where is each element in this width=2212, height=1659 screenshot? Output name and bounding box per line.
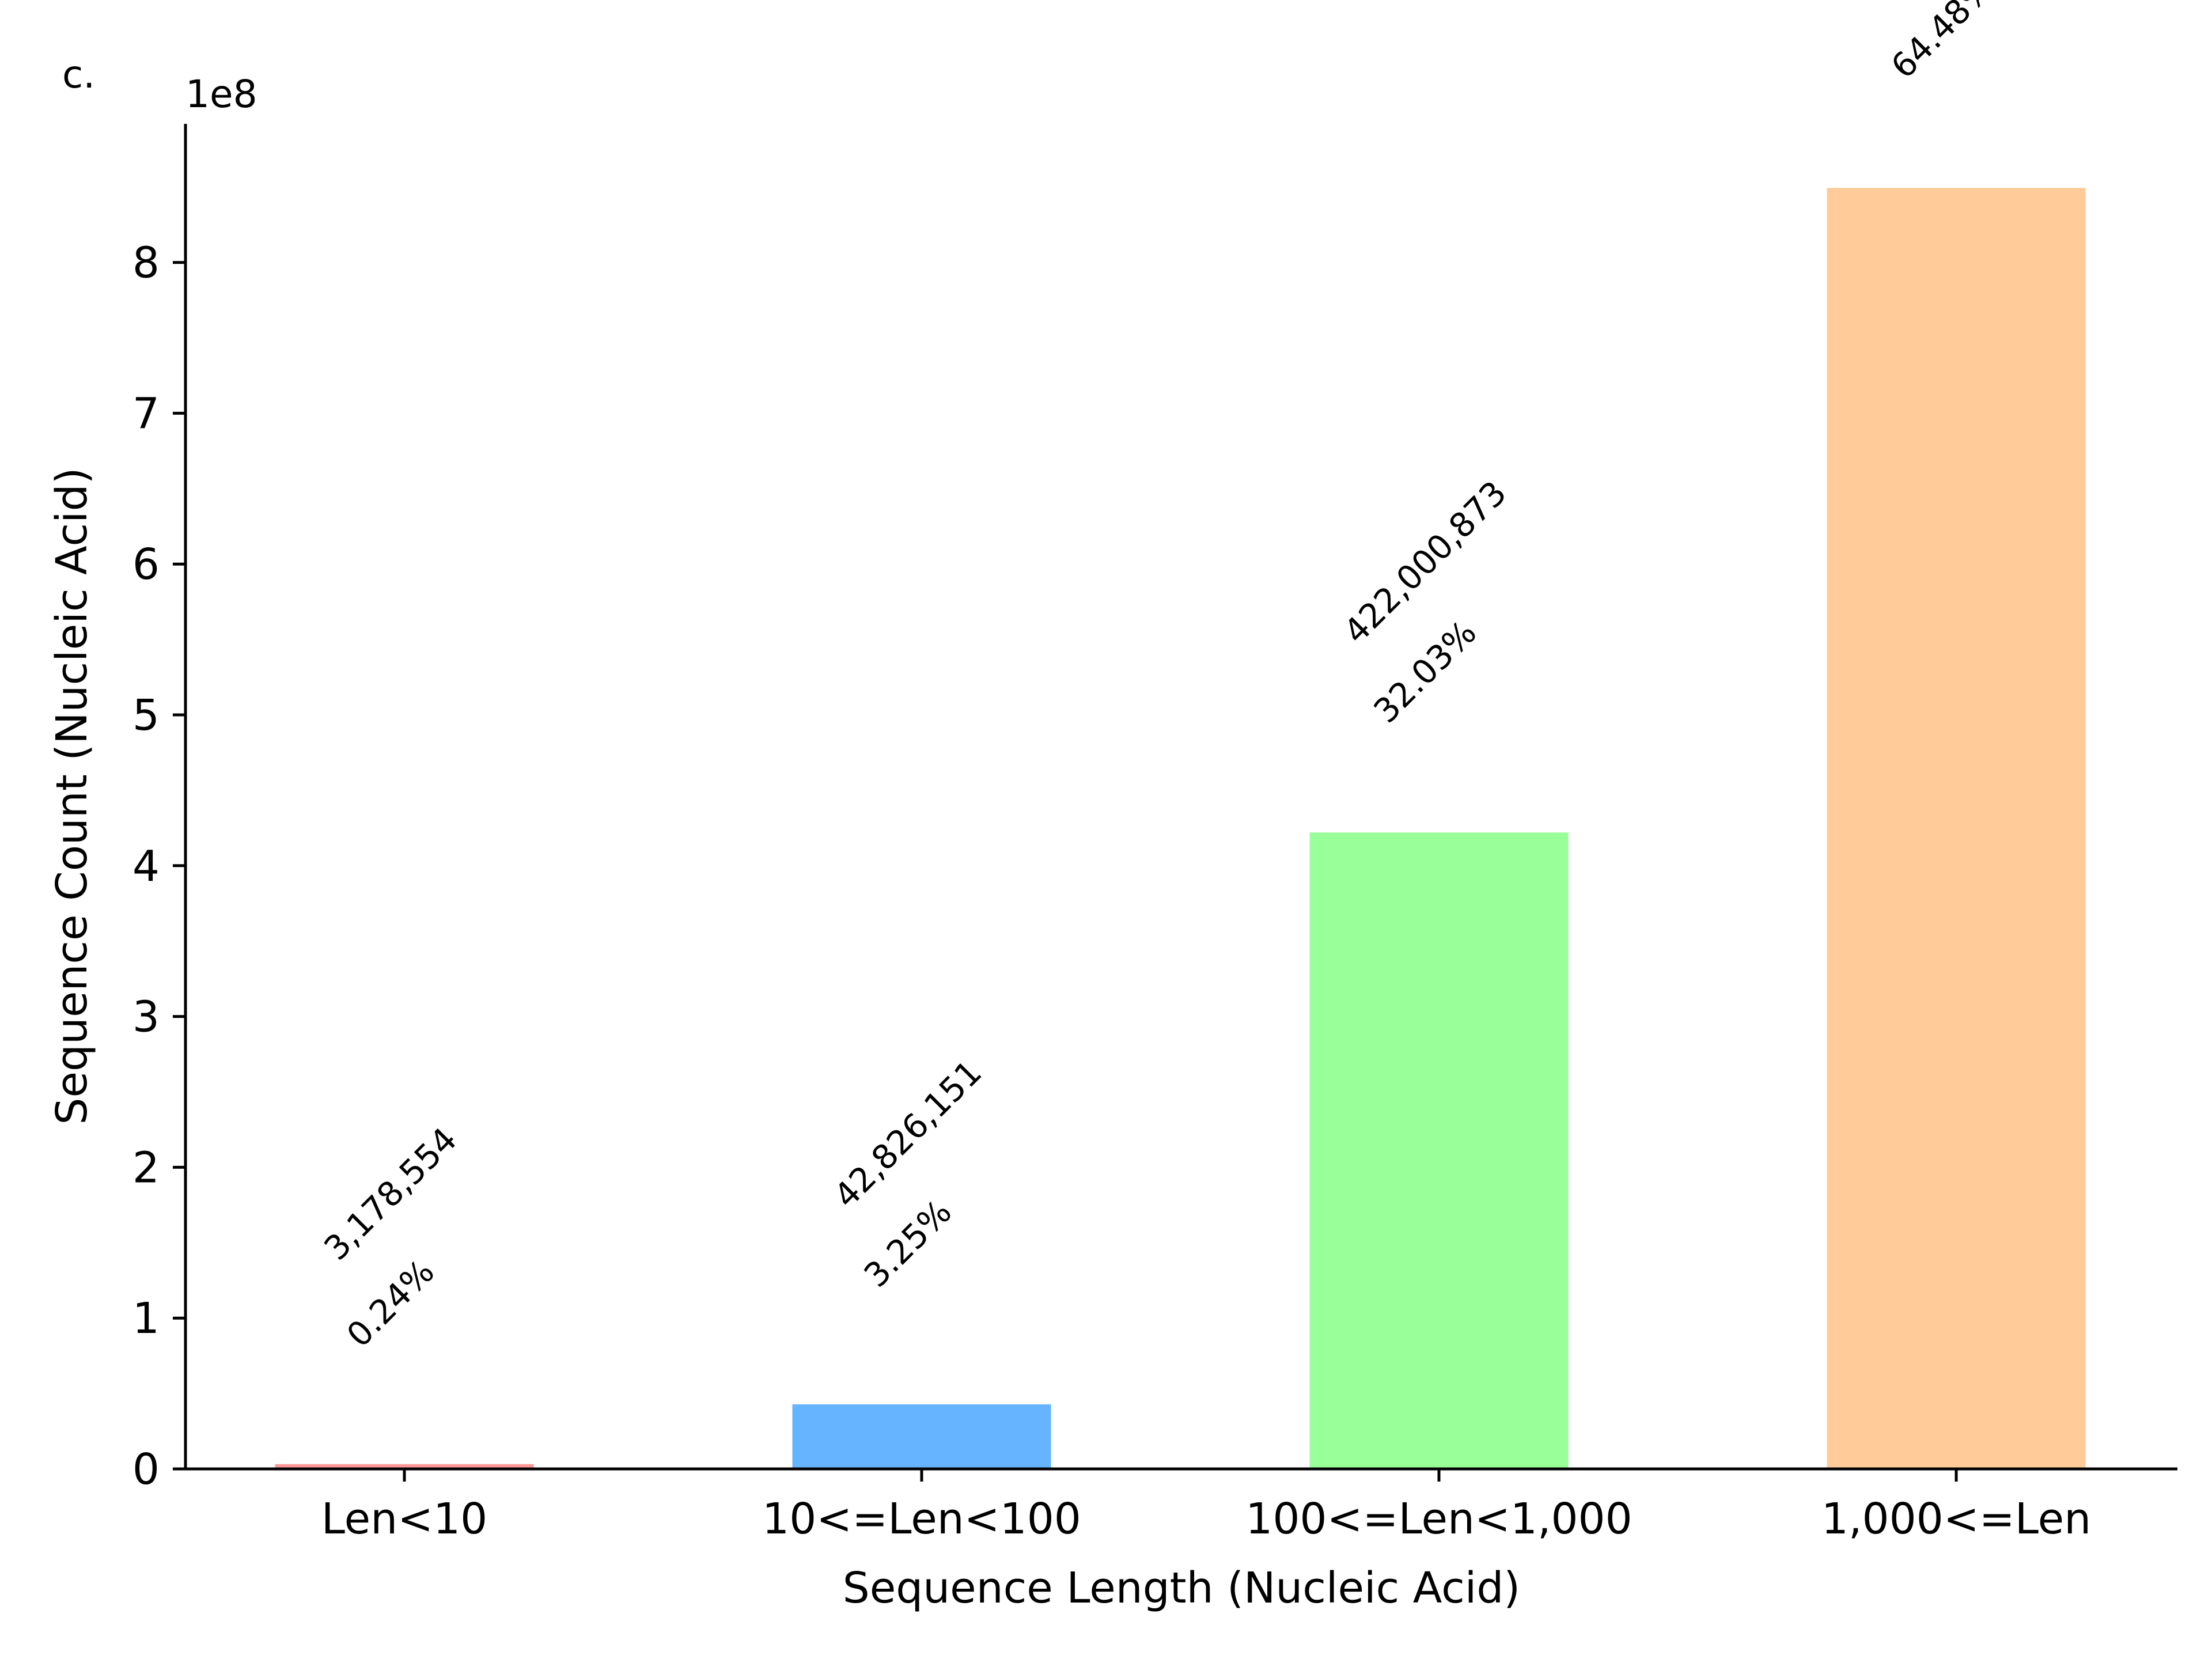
y-tick-label-4: 4 — [132, 842, 160, 891]
y-axis-label: Sequence Count (Nucleic Acid) — [47, 468, 97, 1125]
percent-label-4: 64.48% — [1884, 0, 2001, 86]
value-label-2: 42,826,151 — [826, 1052, 989, 1215]
y-tick-label-6: 6 — [132, 540, 160, 589]
bar-3 — [1309, 832, 1569, 1469]
x-tick-label-2: 10<=Len<100 — [762, 1494, 1081, 1544]
x-tick-label-3: 100<=Len<1,000 — [1245, 1494, 1632, 1544]
value-label-1: 3,178,554 — [316, 1120, 464, 1268]
x-axis-label: Sequence Length (Nucleic Acid) — [843, 1563, 1520, 1613]
y-tick-label-8: 8 — [132, 238, 160, 288]
y-tick-label-1: 1 — [132, 1294, 160, 1343]
bar-2 — [792, 1404, 1051, 1469]
y-scale-label: 1e8 — [185, 72, 257, 116]
y-tick-label-2: 2 — [132, 1143, 160, 1192]
value-label-3: 422,000,873 — [1336, 474, 1514, 652]
panel-label: c. — [62, 52, 95, 97]
bar-4 — [1827, 188, 2086, 1469]
bars-layer — [275, 188, 2086, 1469]
percent-label-1: 0.24% — [339, 1252, 442, 1354]
x-ticks-layer: Len<10 10<=Len<100 100<=Len<1,000 1,000<=Le… — [321, 1469, 2091, 1544]
y-tick-label-0: 0 — [132, 1445, 160, 1494]
y-tick-label-3: 3 — [132, 993, 160, 1042]
bar-1 — [275, 1464, 534, 1469]
y-tick-label-7: 7 — [132, 389, 160, 438]
x-tick-label-1: Len<10 — [321, 1494, 488, 1544]
percent-label-2: 3.25% — [857, 1192, 959, 1295]
y-tick-label-5: 5 — [132, 691, 160, 740]
x-tick-label-4: 1,000<=Len — [1821, 1494, 2091, 1544]
y-ticks-layer: 0 1 2 3 4 5 6 7 8 — [132, 238, 185, 1494]
